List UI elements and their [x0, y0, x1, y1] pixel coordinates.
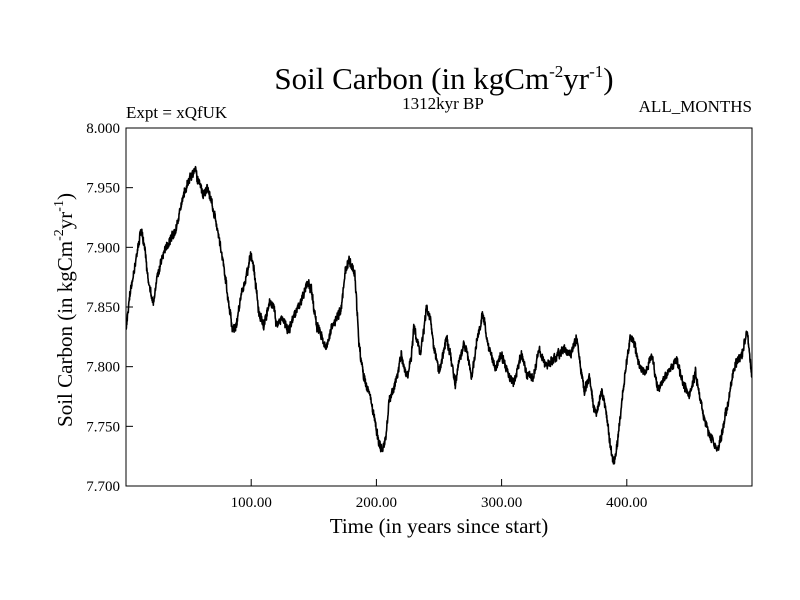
y-axis-label-sup1: -2 [52, 229, 67, 241]
y-tick-label: 8.000 [86, 121, 120, 137]
y-axis-label-sup2: -1 [52, 200, 67, 212]
x-axis: 100.00 200.00 300.00 400.00 [231, 479, 647, 511]
chart-title: Soil Carbon (in kgCm-2yr-1) [274, 61, 613, 96]
y-axis: 7.700 7.750 7.800 7.850 7.900 7.950 8.000 [86, 121, 133, 495]
x-tick-label: 300.00 [481, 495, 522, 511]
x-tick-label: 100.00 [231, 495, 272, 511]
experiment-label: Expt = xQfUK [126, 103, 228, 122]
chart-title-end: ) [603, 61, 613, 96]
y-axis-label-base: Soil Carbon (in kgCm [53, 241, 77, 427]
x-tick-label: 400.00 [606, 495, 647, 511]
y-axis-label: Soil Carbon (in kgCm-2yr-1) [52, 193, 77, 427]
period-label: 1312kyr BP [402, 94, 484, 113]
y-axis-label-end: ) [53, 193, 77, 200]
y-tick-label: 7.800 [86, 360, 120, 376]
y-tick-label: 7.900 [86, 240, 120, 256]
series-line-soil-carbon [125, 165, 753, 465]
chart-title-sup1: -2 [549, 62, 563, 81]
chart-title-sup2: -1 [589, 62, 603, 81]
y-tick-label: 7.700 [86, 479, 120, 495]
x-axis-label: Time (in years since start) [330, 514, 549, 538]
y-tick-label: 7.850 [86, 300, 120, 316]
chart-title-mid: yr [563, 61, 590, 96]
y-axis-label-mid: yr [53, 212, 77, 230]
y-tick-label: 7.750 [86, 419, 120, 435]
months-label: ALL_MONTHS [639, 97, 752, 116]
chart-title-base: Soil Carbon (in kgCm [274, 61, 549, 96]
y-tick-label: 7.950 [86, 181, 120, 197]
x-tick-label: 200.00 [356, 495, 397, 511]
